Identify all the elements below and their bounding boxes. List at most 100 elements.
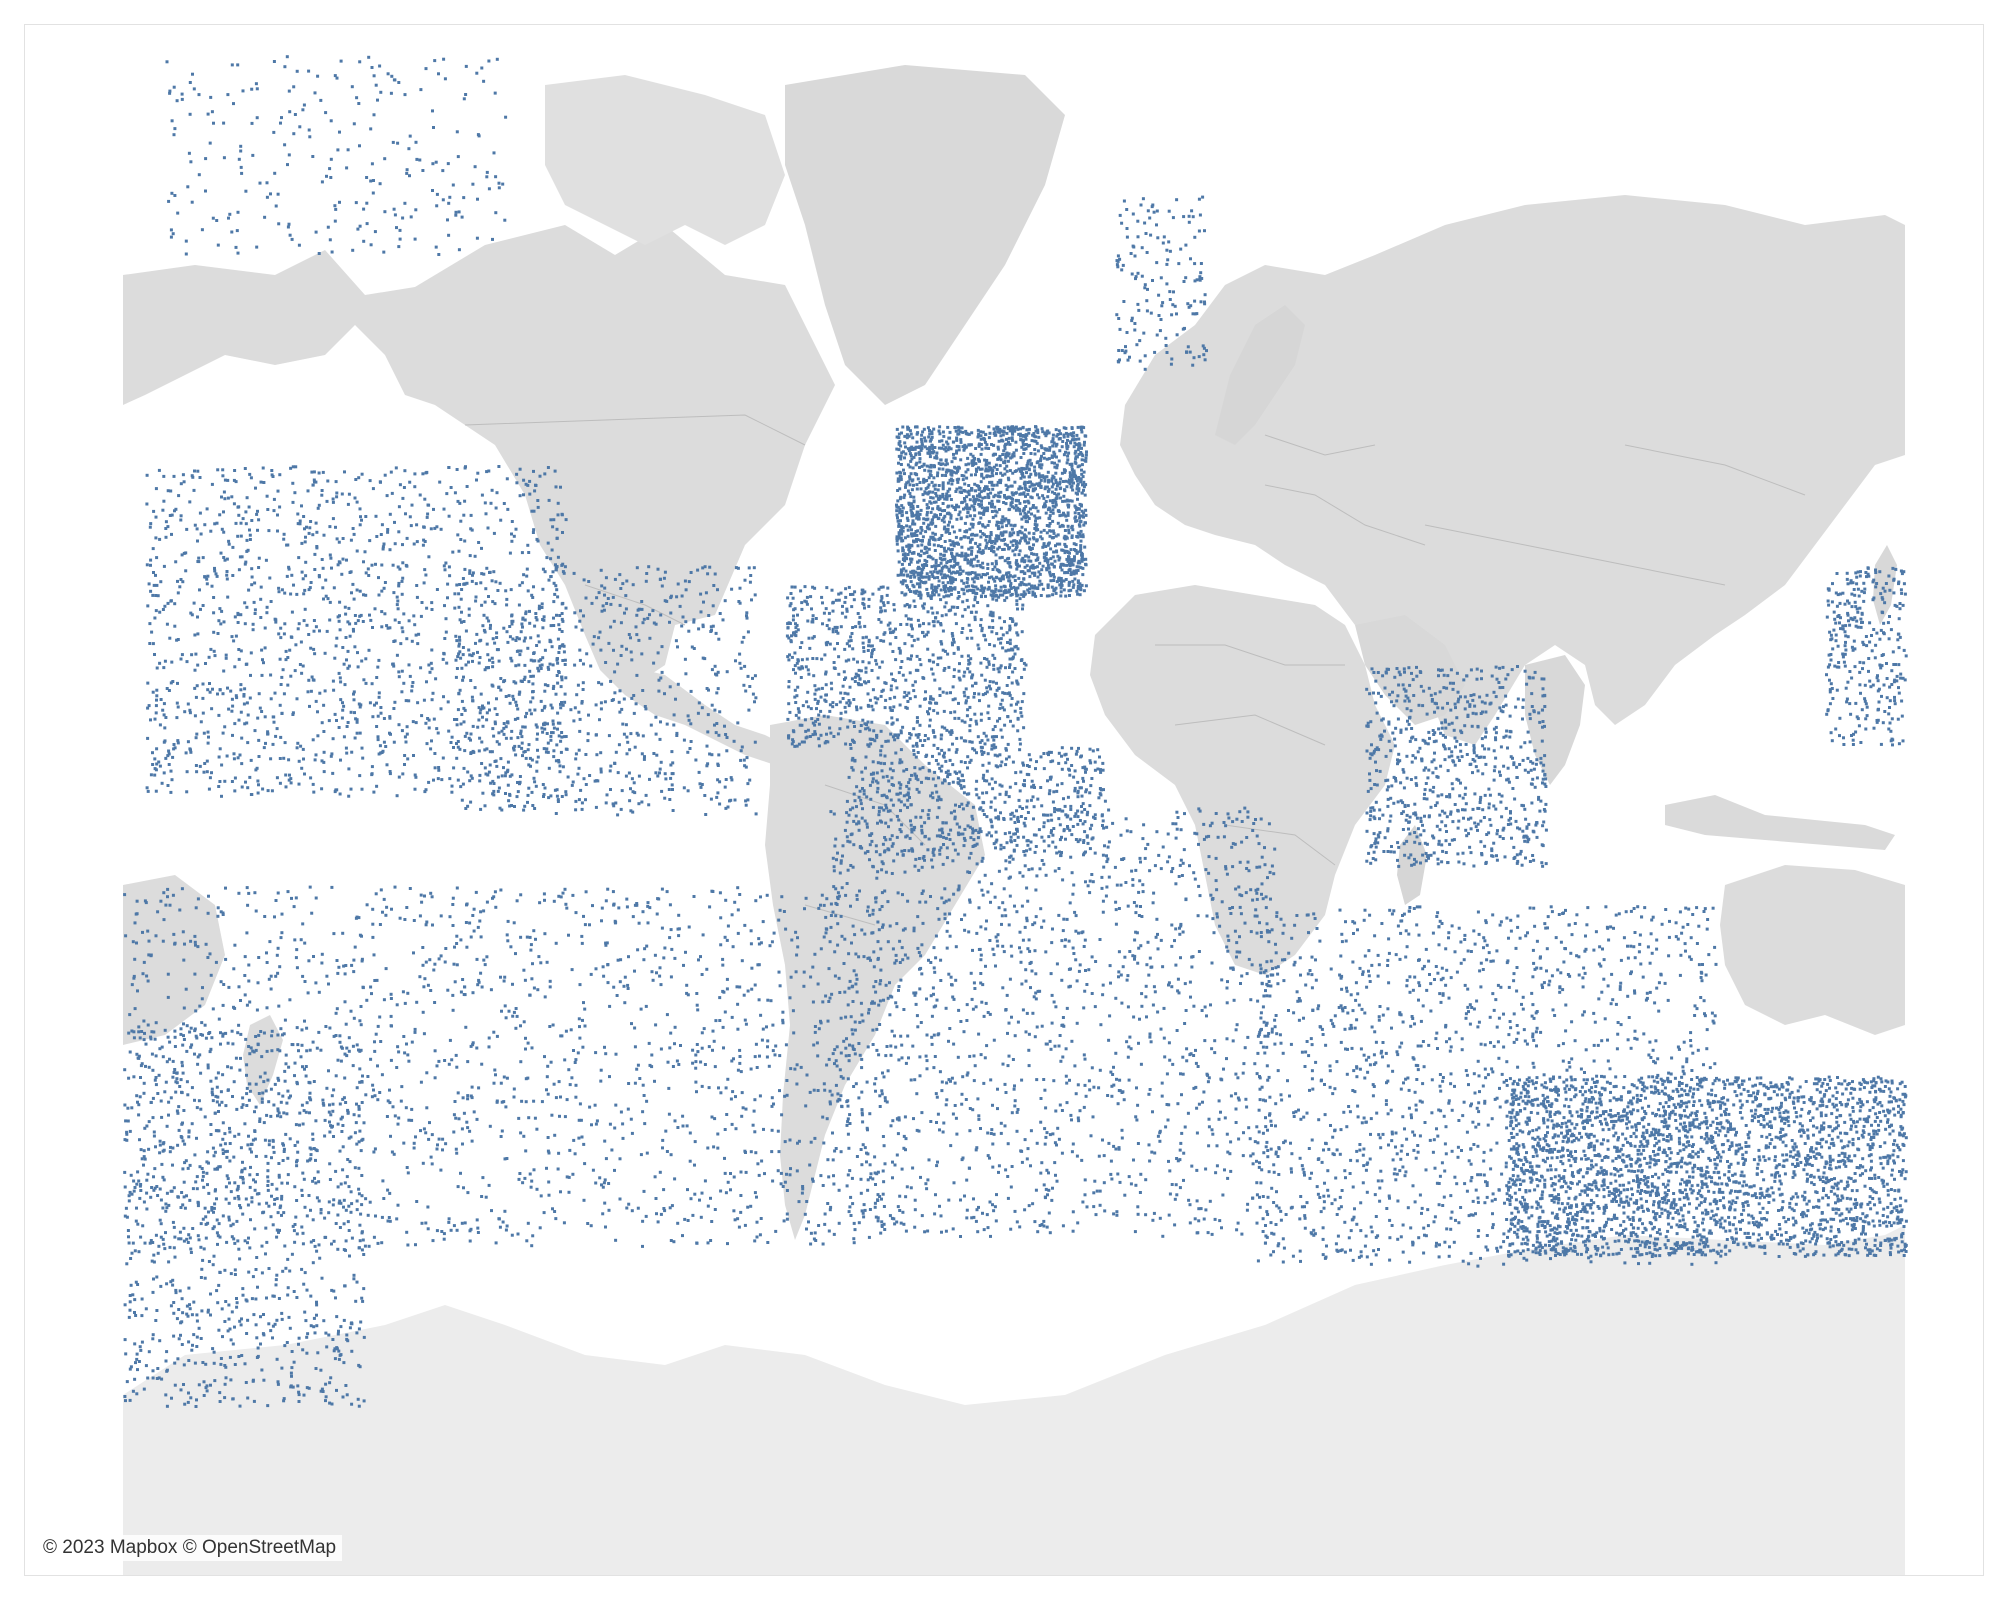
observation-point [465,485,469,488]
observation-point [980,749,984,753]
observation-point [447,565,451,569]
observation-point [860,592,864,596]
observation-point [1023,534,1027,538]
observation-point [307,588,311,592]
observation-point [875,636,879,640]
observation-point [186,702,190,706]
observation-point [953,559,957,563]
observation-point [1019,438,1023,442]
observation-point [895,447,899,451]
observation-point [831,609,835,613]
observation-point [1031,483,1035,487]
observation-point [1071,470,1075,474]
observation-point [918,512,922,516]
observation-point [1050,477,1054,481]
observation-point [380,523,384,527]
observation-point [964,429,968,433]
observation-point [538,664,542,668]
observation-point [533,489,537,493]
observation-point [1011,575,1015,579]
observation-point [988,576,991,580]
observation-point [541,656,545,660]
observation-point [154,594,158,597]
observation-point [1062,433,1066,437]
map-frame[interactable]: © 2023 Mapbox © OpenStreetMap [24,24,1984,1576]
observation-point [912,727,916,731]
observation-point [238,555,242,559]
observation-point [897,524,901,528]
observation-point [427,726,431,730]
observation-point [1059,594,1063,598]
observation-point [347,767,351,771]
observation-point [1005,841,1009,845]
observation-point [358,507,362,511]
observation-point [985,541,989,545]
observation-point [430,667,434,671]
observation-point [1021,607,1024,611]
observation-point [279,735,283,739]
observation-point [1032,532,1036,536]
observation-point [176,705,180,709]
observation-point [1010,647,1014,651]
observation-point [375,535,379,538]
observation-point [788,653,791,657]
observation-point [481,791,485,795]
observation-point [1008,624,1012,628]
observation-point [1046,558,1050,562]
map-canvas[interactable] [25,25,1984,1576]
observation-point [923,734,927,737]
observation-point [960,802,964,806]
observation-point [981,800,985,804]
observation-point [248,775,252,779]
observation-point [1003,537,1006,541]
observation-point [1033,448,1037,451]
observation-point [256,509,259,513]
observation-point [989,687,993,691]
observation-point [953,710,957,714]
observation-point [895,427,899,431]
observation-point [806,668,810,672]
observation-point [375,676,379,679]
observation-point [979,588,983,592]
observation-point [521,617,525,621]
observation-point [460,713,464,716]
observation-point [940,642,944,646]
observation-point [1018,549,1022,553]
observation-point [987,465,991,469]
observation-point [922,575,926,579]
observation-point [941,648,945,652]
observation-point [817,687,821,691]
observation-point [1039,444,1043,448]
observation-point [1025,428,1029,432]
observation-point [977,444,981,448]
observation-point [971,495,975,499]
observation-point [1031,505,1035,509]
observation-point [879,606,883,610]
observation-point [1069,548,1073,552]
observation-point [1001,548,1005,551]
observation-point [384,745,388,748]
observation-point [364,657,368,661]
observation-point [1062,426,1066,430]
observation-point [967,792,971,796]
observation-point [1002,519,1006,523]
observation-point [335,636,339,640]
observation-point [437,768,441,772]
observation-point [257,738,261,742]
observation-point [1033,469,1037,473]
observation-point [926,492,930,496]
observation-point [1039,594,1043,597]
observation-point [966,561,970,565]
observation-point [155,762,159,766]
observation-point [786,717,790,721]
observation-point [1043,487,1047,491]
observation-point [941,484,945,488]
observation-point [1033,571,1037,575]
observation-point [1000,525,1004,529]
observation-point [991,614,995,618]
observation-point [151,690,155,694]
observation-point [546,741,550,745]
observation-point [395,794,399,798]
observation-point [269,697,273,701]
observation-point [303,588,307,592]
